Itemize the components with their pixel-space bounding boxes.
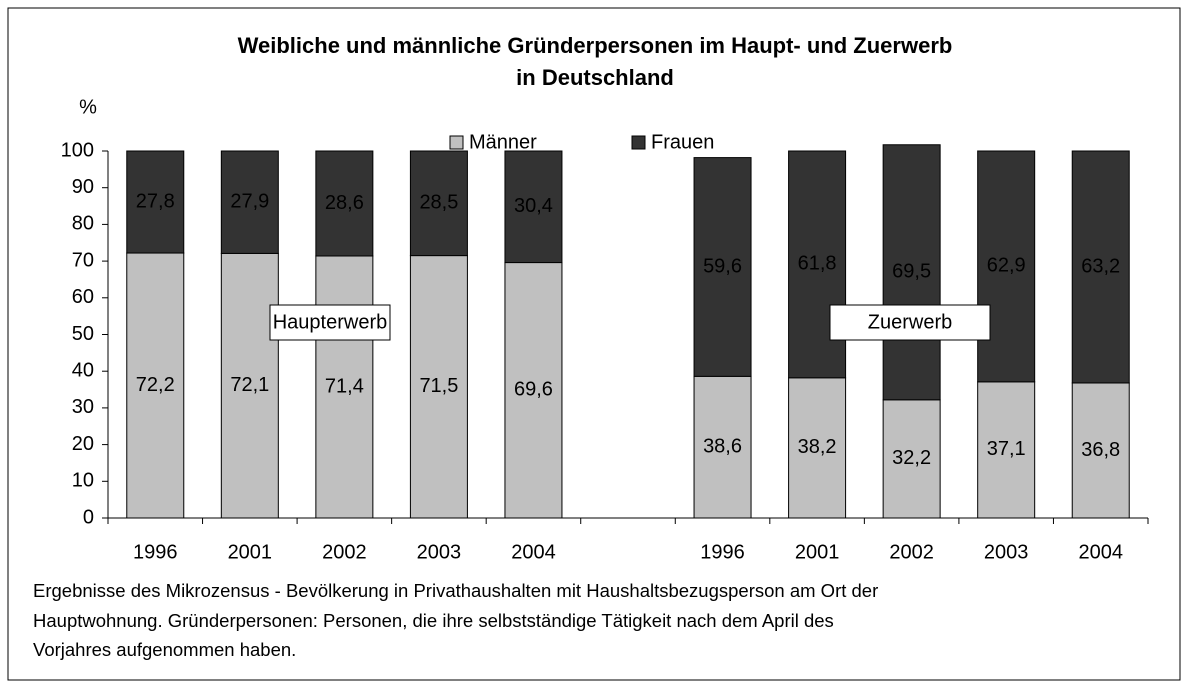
legend-swatch	[631, 135, 646, 150]
x-tick-label: 2003	[417, 541, 462, 563]
annotation: Haupterwerb	[273, 311, 388, 333]
value-label: 28,5	[419, 192, 458, 214]
footnote: Vorjahres aufgenommen haben.	[33, 639, 296, 660]
bar-segment	[409, 255, 468, 519]
value-label: 32,2	[892, 447, 931, 469]
bar-segment	[1071, 382, 1130, 519]
value-label: 38,6	[703, 435, 742, 457]
y-tick-label: 90	[72, 176, 94, 198]
annotation-box	[269, 304, 391, 341]
x-tick-label: 2004	[511, 541, 556, 563]
value-label: 69,6	[514, 379, 553, 401]
y-axis-label: %	[79, 96, 97, 118]
chart-title: in Deutschland	[516, 65, 674, 90]
bar-segment	[693, 157, 752, 377]
bar-segment	[220, 252, 279, 519]
bar-segment	[1071, 150, 1130, 384]
y-tick-label: 0	[83, 506, 94, 528]
value-label: 59,6	[703, 255, 742, 277]
value-label: 28,6	[325, 192, 364, 214]
x-tick-label: 2001	[795, 541, 840, 563]
value-label: 62,9	[987, 255, 1026, 277]
value-label: 71,4	[325, 375, 364, 397]
bar-segment	[882, 399, 941, 519]
footnote: Hauptwohnung. Gründerpersonen: Personen,…	[33, 610, 834, 631]
y-tick-label: 50	[72, 323, 94, 345]
bar-segment	[126, 252, 185, 519]
value-label: 72,2	[136, 374, 175, 396]
footnote: Ergebnisse des Mikrozensus - Bevölkerung…	[33, 580, 878, 601]
x-tick-label: 2002	[322, 541, 367, 563]
y-tick-label: 30	[72, 396, 94, 418]
bar-segment	[977, 150, 1036, 383]
value-label: 69,5	[892, 261, 931, 283]
value-label: 72,1	[230, 374, 269, 396]
legend-swatch	[449, 135, 464, 150]
bar-segment	[882, 144, 941, 401]
value-label: 63,2	[1081, 255, 1120, 277]
value-label: 36,8	[1081, 439, 1120, 461]
bar-segment	[788, 377, 847, 519]
value-label: 38,2	[798, 436, 837, 458]
y-tick-label: 80	[72, 213, 94, 235]
x-tick-label: 2003	[984, 541, 1029, 563]
x-tick-label: 1996	[133, 541, 178, 563]
y-tick-label: 40	[72, 359, 94, 381]
value-label: 37,1	[987, 438, 1026, 460]
x-tick-label: 2001	[228, 541, 273, 563]
x-tick-label: 2004	[1078, 541, 1123, 563]
bar-segment	[504, 262, 563, 519]
bar-segment	[977, 381, 1036, 519]
bar-segment	[693, 375, 752, 519]
bar-segment	[504, 150, 563, 264]
bar-segment	[409, 150, 468, 257]
bar-segment	[220, 150, 279, 254]
legend-label: Frauen	[651, 131, 714, 153]
y-tick-label: 10	[72, 470, 94, 492]
y-tick-label: 70	[72, 249, 94, 271]
legend-label: Männer	[469, 131, 537, 153]
chart-title: Weibliche und männliche Gründerpersonen …	[238, 33, 953, 58]
value-label: 71,5	[419, 375, 458, 397]
y-tick-label: 20	[72, 433, 94, 455]
y-tick-label: 60	[72, 286, 94, 308]
y-tick-label: 100	[61, 139, 94, 161]
value-label: 27,8	[136, 190, 175, 212]
x-tick-label: 1996	[700, 541, 745, 563]
bar-segment	[315, 150, 374, 257]
x-tick-label: 2002	[889, 541, 934, 563]
value-label: 30,4	[514, 195, 553, 217]
bar-segment	[126, 150, 185, 254]
value-label: 61,8	[798, 253, 837, 275]
annotation-box	[829, 304, 991, 341]
annotation: Zuerwerb	[868, 311, 952, 333]
value-label: 27,9	[230, 190, 269, 212]
